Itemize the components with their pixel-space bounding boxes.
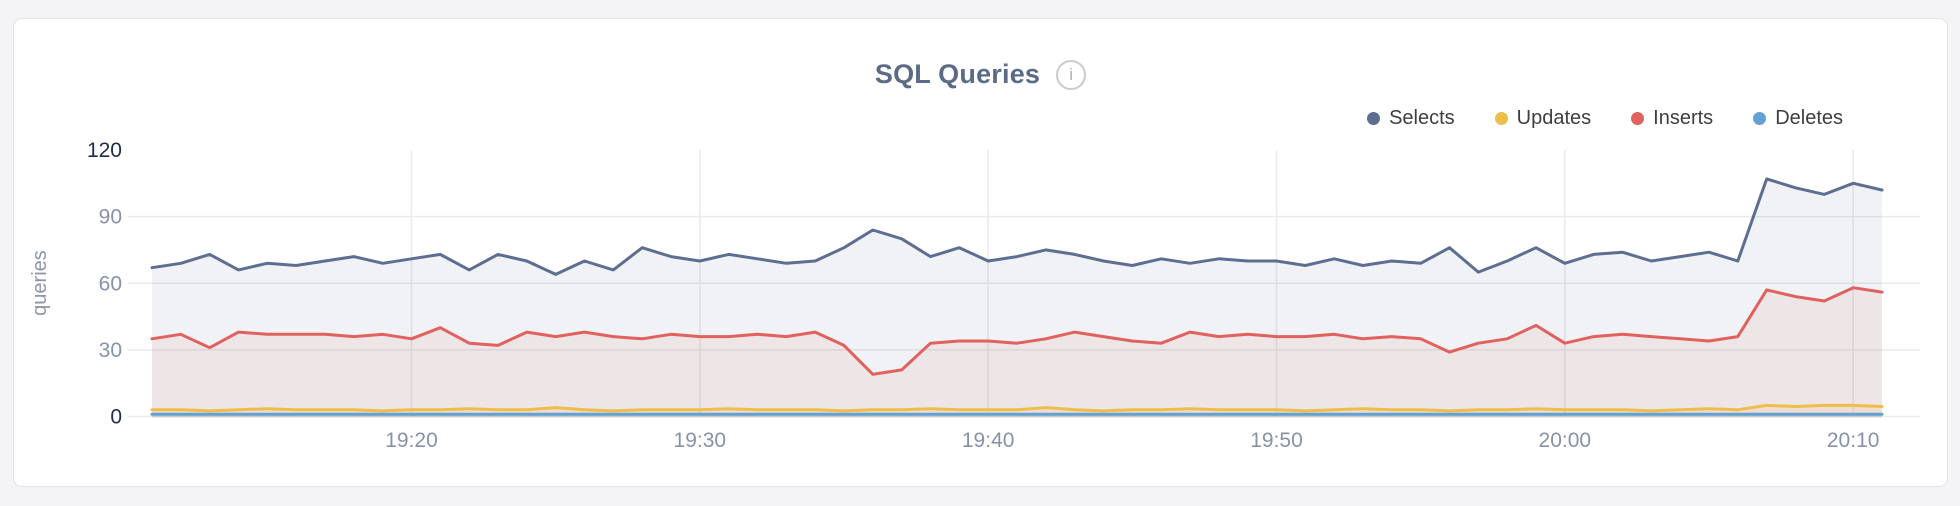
- y-tick-label: 120: [87, 139, 122, 162]
- x-tick-label: 19:30: [674, 429, 727, 452]
- info-icon-glyph: i: [1069, 65, 1074, 84]
- info-icon[interactable]: i: [1056, 59, 1087, 90]
- series-area-inserts: [152, 287, 1882, 418]
- legend-dot-updates-icon: [1494, 112, 1508, 125]
- x-tick-label: 19:40: [962, 429, 1015, 452]
- x-tick-label: 19:20: [385, 429, 438, 452]
- title-row: SQL Queries i: [14, 59, 1947, 90]
- legend-item-inserts[interactable]: Inserts: [1631, 107, 1713, 130]
- x-tick-label: 20:10: [1827, 429, 1880, 452]
- x-tick-label: 19:50: [1250, 429, 1303, 452]
- x-tick-label: 20:00: [1539, 429, 1592, 452]
- series-line-updates: [150, 403, 1884, 413]
- legend-item-updates[interactable]: Updates: [1494, 107, 1592, 130]
- legend-dot-deletes-icon: [1753, 112, 1767, 125]
- legend-label-updates: Updates: [1516, 107, 1592, 129]
- chart-title: SQL Queries: [874, 59, 1041, 89]
- y-tick-label: 0: [110, 406, 122, 429]
- legend-item-deletes[interactable]: Deletes: [1753, 107, 1843, 130]
- legend-dot-selects-icon: [1367, 112, 1381, 125]
- y-axis-title: queries: [29, 250, 51, 316]
- legend-label-selects: Selects: [1389, 107, 1455, 129]
- series-line-inserts: [150, 286, 1884, 376]
- legend-label-deletes: Deletes: [1775, 107, 1843, 129]
- y-tick-label: 90: [99, 206, 122, 229]
- y-tick-label: 30: [99, 339, 122, 362]
- series-line-selects: [150, 177, 1884, 276]
- legend-item-selects[interactable]: Selects: [1367, 107, 1455, 130]
- legend-label-inserts: Inserts: [1653, 107, 1714, 129]
- series-area-selects: [152, 178, 1882, 418]
- y-tick-label: 60: [99, 272, 122, 295]
- legend: Selects Updates Inserts Deletes: [1367, 107, 1843, 130]
- legend-dot-inserts-icon: [1631, 112, 1645, 125]
